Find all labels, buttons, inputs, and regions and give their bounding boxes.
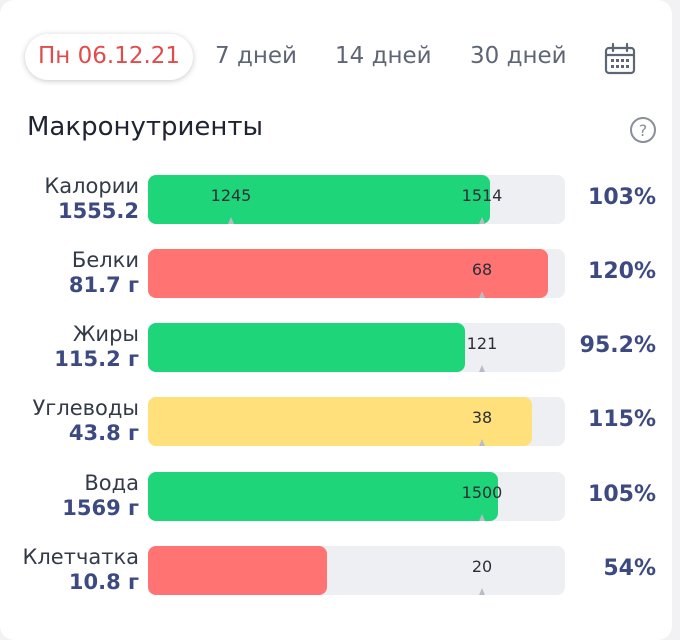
progress-fill (148, 397, 532, 446)
macro-name: Жиры (72, 322, 139, 346)
progress-track: 121 (148, 323, 565, 372)
target-marker-value: 38 (471, 408, 493, 427)
macro-row: Углеводы 43.8 г 38 115% (0, 396, 672, 452)
macro-amount: 43.8 г (68, 421, 139, 445)
macro-name: Углеводы (32, 396, 140, 420)
macro-amount: 1569 г (62, 496, 139, 520)
progress-track: 20 (148, 546, 565, 595)
macro-row: Жиры 115.2 г 121 95.2% (0, 322, 672, 378)
macro-percent: 103% (588, 185, 656, 210)
macro-label: Белки 81.7 г (69, 248, 139, 298)
macro-row: Клетчатка 10.8 г 20 54% (0, 545, 672, 601)
macro-name: Белки (71, 248, 139, 272)
target-marker-tick (479, 291, 485, 298)
macro-row: Калории 1555.2 1245 1514 103% (0, 174, 672, 230)
target-marker-tick (479, 439, 485, 446)
section-title: Макронутриенты (27, 112, 264, 142)
tab-today[interactable]: Пн 06.12.21 (25, 34, 194, 80)
target-marker-value: 1245 (210, 186, 252, 205)
target-marker-value: 1500 (461, 483, 503, 502)
progress-track: 38 (148, 397, 565, 446)
progress-fill (148, 175, 490, 224)
macro-label: Вода 1569 г (62, 471, 139, 521)
target-marker-value: 1514 (461, 186, 503, 205)
tab-30-days[interactable]: 30 дней (470, 43, 567, 69)
macro-label: Жиры 115.2 г (54, 322, 139, 372)
progress-track: 1245 1514 (148, 175, 565, 224)
period-tabs: Пн 06.12.21 7 дней 14 дней 30 дней (25, 34, 665, 80)
macro-amount: 115.2 г (54, 347, 139, 371)
progress-track: 1500 (148, 472, 565, 521)
macro-row: Белки 81.7 г 68 120% (0, 248, 672, 304)
macro-label: Углеводы 43.8 г (33, 396, 140, 446)
macro-name: Калории (44, 174, 139, 198)
macro-amount: 1555.2 (57, 199, 139, 223)
macro-label: Клетчатка 10.8 г (22, 545, 139, 595)
macro-amount: 10.8 г (68, 570, 139, 594)
macro-name: Вода (84, 471, 139, 495)
macro-percent: 115% (588, 407, 656, 432)
progress-track: 68 (148, 249, 565, 298)
target-marker-value: 68 (471, 260, 493, 279)
macro-amount: 81.7 г (68, 273, 139, 297)
progress-fill (148, 323, 465, 372)
macro-row: Вода 1569 г 1500 105% (0, 471, 672, 527)
target-marker-value: 121 (466, 334, 498, 353)
target-marker-tick (479, 588, 485, 595)
progress-fill (148, 249, 548, 298)
target-marker-tick (479, 514, 485, 521)
progress-fill (148, 472, 498, 521)
target-marker-value: 20 (471, 557, 493, 576)
progress-fill (148, 546, 327, 595)
macro-percent: 54% (603, 556, 656, 581)
svg-text:?: ? (639, 121, 648, 140)
calendar-icon[interactable] (603, 42, 637, 76)
macro-percent: 105% (588, 482, 656, 507)
target-marker-tick (228, 217, 234, 224)
target-marker-tick (479, 217, 485, 224)
macro-percent: 120% (588, 259, 656, 284)
target-marker-tick (479, 365, 485, 372)
question-circle-icon[interactable]: ? (629, 116, 657, 144)
tab-7-days[interactable]: 7 дней (215, 43, 297, 69)
macro-name: Клетчатка (22, 545, 139, 569)
macro-label: Калории 1555.2 (44, 174, 139, 224)
macro-percent: 95.2% (579, 333, 656, 358)
tab-14-days[interactable]: 14 дней (335, 43, 432, 69)
